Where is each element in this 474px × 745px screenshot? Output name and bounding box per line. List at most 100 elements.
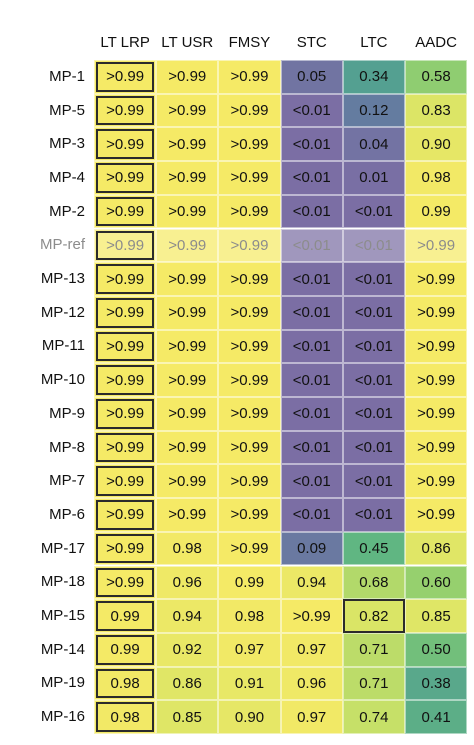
row-label-mp-16: MP-16	[40, 708, 85, 726]
cell-mp-15-lt-lrp: 0.99	[94, 599, 157, 633]
cell-mp-6-lt-lrp: >0.99	[94, 498, 157, 532]
cell-mp-1-ltc: 0.34	[342, 60, 405, 94]
cell-mp-10-fmsy: >0.99	[218, 363, 281, 397]
cell-mp-17-lt-usr: 0.98	[156, 531, 219, 566]
cell-mp-12-lt-lrp: >0.99	[94, 295, 157, 330]
cell-mp-18-aadc: 0.60	[405, 565, 468, 600]
cell-mp-7-stc: <0.01	[280, 464, 343, 499]
cell-mp-8-lt-usr: >0.99	[156, 430, 219, 465]
cell-mp-2-fmsy: >0.99	[218, 194, 281, 229]
row-label-mp-13: MP-13	[40, 270, 85, 288]
row-label-mp-ref: MP-ref	[40, 236, 85, 254]
cell-mp-9-fmsy: >0.99	[218, 397, 281, 431]
cell-mp-8-lt-lrp: >0.99	[94, 430, 157, 465]
cell-mp-18-lt-lrp: >0.99	[94, 565, 157, 600]
cell-mp-ref-fmsy: >0.99	[218, 228, 281, 263]
cell-mp-14-lt-lrp: 0.99	[94, 632, 157, 667]
cell-mp-3-ltc: 0.04	[342, 127, 405, 162]
cell-mp-14-fmsy: 0.97	[218, 632, 281, 667]
cell-mp-17-fmsy: >0.99	[218, 531, 281, 566]
cell-mp-5-lt-lrp: >0.99	[94, 93, 157, 128]
cell-mp-15-stc: >0.99	[280, 599, 343, 633]
cell-mp-19-ltc: 0.71	[342, 666, 405, 701]
cell-mp-15-lt-usr: 0.94	[156, 599, 219, 633]
cell-mp-8-fmsy: >0.99	[218, 430, 281, 465]
cell-mp-ref-stc: <0.01	[280, 228, 343, 263]
cell-mp-2-stc: <0.01	[280, 194, 343, 229]
cell-mp-7-lt-lrp: >0.99	[94, 464, 157, 499]
row-label-mp-12: MP-12	[40, 303, 85, 321]
cell-mp-12-lt-usr: >0.99	[156, 295, 219, 330]
cell-mp-3-lt-lrp: >0.99	[94, 127, 157, 162]
cell-mp-2-ltc: <0.01	[342, 194, 405, 229]
cell-mp-2-aadc: 0.99	[405, 194, 468, 229]
cell-mp-6-ltc: <0.01	[342, 498, 405, 532]
cell-mp-4-lt-usr: >0.99	[156, 161, 219, 195]
cell-mp-19-lt-usr: 0.86	[156, 666, 219, 701]
row-label-mp-11: MP-11	[41, 337, 85, 355]
cell-mp-12-aadc: >0.99	[405, 295, 468, 330]
cell-mp-16-fmsy: 0.90	[218, 700, 281, 734]
cell-mp-7-fmsy: >0.99	[218, 464, 281, 499]
column-header-lt-usr: LT USR	[161, 34, 214, 51]
cell-mp-14-stc: 0.97	[280, 632, 343, 667]
cell-mp-16-lt-usr: 0.85	[156, 700, 219, 734]
cell-mp-18-lt-usr: 0.96	[156, 565, 219, 600]
row-label-mp-3: MP-3	[49, 135, 85, 153]
cell-mp-7-ltc: <0.01	[342, 464, 405, 499]
row-label-mp-19: MP-19	[40, 674, 85, 692]
cell-mp-13-stc: <0.01	[280, 262, 343, 296]
cell-mp-17-lt-lrp: >0.99	[94, 531, 157, 566]
column-header-fmsy: FMSY	[228, 34, 271, 51]
cell-mp-1-aadc: 0.58	[405, 60, 468, 94]
cell-mp-10-stc: <0.01	[280, 363, 343, 397]
row-label-mp-6: MP-6	[49, 505, 85, 523]
cell-mp-13-lt-usr: >0.99	[156, 262, 219, 296]
cell-mp-15-fmsy: 0.98	[218, 599, 281, 633]
cell-mp-18-stc: 0.94	[280, 565, 343, 600]
cell-mp-6-lt-usr: >0.99	[156, 498, 219, 532]
cell-mp-12-ltc: <0.01	[342, 295, 405, 330]
cell-mp-11-aadc: >0.99	[405, 329, 468, 364]
cell-mp-4-ltc: 0.01	[342, 161, 405, 195]
cell-mp-19-aadc: 0.38	[405, 666, 468, 701]
cell-mp-ref-aadc: >0.99	[405, 228, 468, 263]
cell-mp-10-lt-usr: >0.99	[156, 363, 219, 397]
cell-mp-19-fmsy: 0.91	[218, 666, 281, 701]
column-header-aadc: AADC	[415, 34, 457, 51]
cell-mp-1-stc: 0.05	[280, 60, 343, 94]
cell-mp-3-fmsy: >0.99	[218, 127, 281, 162]
cell-mp-19-lt-lrp: 0.98	[94, 666, 157, 701]
cell-mp-11-lt-usr: >0.99	[156, 329, 219, 364]
row-label-mp-17: MP-17	[40, 539, 85, 557]
row-label-mp-9: MP-9	[49, 404, 85, 422]
cell-mp-13-lt-lrp: >0.99	[94, 262, 157, 296]
cell-mp-8-aadc: >0.99	[405, 430, 468, 465]
cell-mp-9-stc: <0.01	[280, 397, 343, 431]
cell-mp-18-ltc: 0.68	[342, 565, 405, 600]
cell-mp-17-aadc: 0.86	[405, 531, 468, 566]
cell-mp-ref-ltc: <0.01	[342, 228, 405, 263]
cell-mp-9-ltc: <0.01	[342, 397, 405, 431]
cell-mp-5-lt-usr: >0.99	[156, 93, 219, 128]
cell-mp-12-stc: <0.01	[280, 295, 343, 330]
cell-mp-2-lt-lrp: >0.99	[94, 194, 157, 229]
cell-mp-6-stc: <0.01	[280, 498, 343, 532]
column-header-stc: STC	[296, 34, 327, 51]
row-label-mp-1: MP-1	[49, 67, 85, 85]
cell-mp-1-fmsy: >0.99	[218, 60, 281, 94]
cell-mp-ref-lt-usr: >0.99	[156, 228, 219, 263]
cell-mp-13-aadc: >0.99	[405, 262, 468, 296]
cell-mp-8-ltc: <0.01	[342, 430, 405, 465]
cell-mp-5-fmsy: >0.99	[218, 93, 281, 128]
cell-mp-10-lt-lrp: >0.99	[94, 363, 157, 397]
cell-mp-ref-lt-lrp: >0.99	[94, 228, 157, 263]
cell-mp-4-lt-lrp: >0.99	[94, 161, 157, 195]
cell-mp-5-ltc: 0.12	[342, 93, 405, 128]
cell-mp-16-stc: 0.97	[280, 700, 343, 734]
column-header-ltc: LTC	[360, 34, 388, 51]
cell-mp-13-fmsy: >0.99	[218, 262, 281, 296]
cell-mp-16-aadc: 0.41	[405, 700, 468, 734]
row-label-mp-15: MP-15	[40, 607, 85, 625]
